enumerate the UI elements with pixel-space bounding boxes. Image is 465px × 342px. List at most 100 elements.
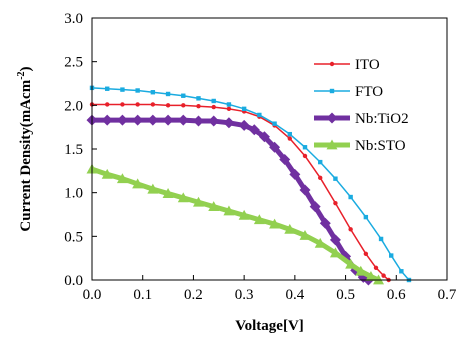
data-point-marker [132,178,144,189]
data-point-marker [223,117,235,129]
legend: ITO FTO Nb:TiO2 Nb:STO [314,57,409,154]
data-point-marker [248,124,260,136]
y-axis-title-main: Current Density(mAcm [18,79,34,231]
data-point-marker [373,265,379,270]
data-point-marker [105,86,110,91]
data-point-marker [329,234,341,246]
series-nb-sto [86,163,385,285]
data-point-marker [165,91,171,97]
data-point-marker [116,173,128,184]
data-point-marker [287,136,292,141]
y-axis-ticks: 0.0 0.5 1.0 1.5 2.0 2.5 3.0 [64,11,97,289]
x-tick-label: 0.0 [83,287,102,303]
data-point-marker [196,96,201,101]
data-point-marker [329,247,341,258]
data-point-marker [399,269,404,274]
data-point-marker [348,227,353,232]
data-point-marker [101,114,113,126]
data-point-marker [299,184,311,196]
y-tick-label: 2.0 [64,98,83,114]
data-point-marker [162,114,174,126]
data-point-marker [333,176,338,181]
y-tick-label: 2.5 [64,55,83,71]
data-point-marker [279,153,291,165]
data-point-marker [241,106,247,112]
data-point-marker [135,88,140,93]
y-axis-title-close: ) [18,66,34,71]
legend-label: ITO [355,57,380,73]
data-point-marker [208,201,220,212]
x-tick-label: 0.4 [285,287,304,303]
series-line [92,103,390,281]
data-point-marker [147,114,159,126]
data-point-marker [373,274,385,285]
data-point-marker [226,106,232,112]
data-point-marker [326,139,338,150]
data-point-marker [302,145,308,150]
x-tick-label: 0.3 [235,287,254,303]
data-point-marker [177,192,189,203]
data-point-marker [105,102,110,107]
data-point-marker [381,273,386,278]
series-curves [86,85,412,286]
data-point-marker [211,104,216,110]
data-point-marker [150,102,156,107]
y-axis-title: Current Density(mAcm-2) [16,66,34,231]
x-tick-label: 0.7 [438,287,457,303]
data-point-marker [363,251,369,256]
x-tick-label: 0.1 [133,287,152,303]
data-point-marker [177,114,189,126]
y-tick-label: 0.0 [64,273,83,289]
y-axis-title-superscript: -2 [16,71,27,79]
data-point-marker [345,258,357,269]
data-point-marker [147,183,159,194]
data-point-marker [365,271,377,281]
data-point-marker [309,201,321,213]
data-point-marker [378,236,384,242]
x-axis-title: Voltage[V] [235,318,304,334]
data-point-marker [318,175,323,181]
x-tick-label: 0.5 [336,287,355,303]
series-ito [89,102,391,283]
data-point-marker [208,115,220,127]
data-point-marker [162,188,174,198]
x-tick-label: 0.2 [184,287,203,303]
data-point-marker [193,115,204,127]
legend-label: Nb:TiO2 [355,111,409,127]
data-point-marker [329,61,335,67]
data-point-marker [333,200,338,206]
y-tick-label: 3.0 [64,11,83,27]
data-point-marker [363,214,369,220]
data-point-marker [181,103,186,108]
data-point-marker [269,218,281,229]
data-point-marker [299,229,311,240]
data-point-marker [211,98,216,104]
x-axis-ticks: 0.0 0.1 0.2 0.3 0.4 0.5 0.6 0.7 [83,275,457,303]
data-point-marker [253,214,265,225]
data-point-marker [389,253,394,258]
data-point-marker [101,168,113,179]
y-tick-label: 0.5 [64,229,83,245]
data-point-marker [318,159,323,165]
data-point-marker [165,103,171,108]
data-point-marker [326,112,338,124]
data-point-marker [181,93,186,98]
data-point-marker [348,194,353,200]
data-point-marker [314,237,326,248]
data-point-marker [238,119,250,131]
data-point-marker [135,102,140,107]
data-point-marker [355,265,367,276]
data-point-marker [329,88,335,94]
data-point-marker [287,131,292,137]
data-point-marker [284,223,296,234]
data-point-marker [257,112,262,118]
data-point-marker [120,102,125,107]
y-tick-label: 1.0 [64,186,83,202]
series-nb-tio2 [86,114,374,286]
data-point-marker [150,90,156,95]
data-point-marker [120,87,125,92]
data-point-marker [132,114,144,126]
data-point-marker [193,196,204,207]
data-point-marker [116,114,128,126]
